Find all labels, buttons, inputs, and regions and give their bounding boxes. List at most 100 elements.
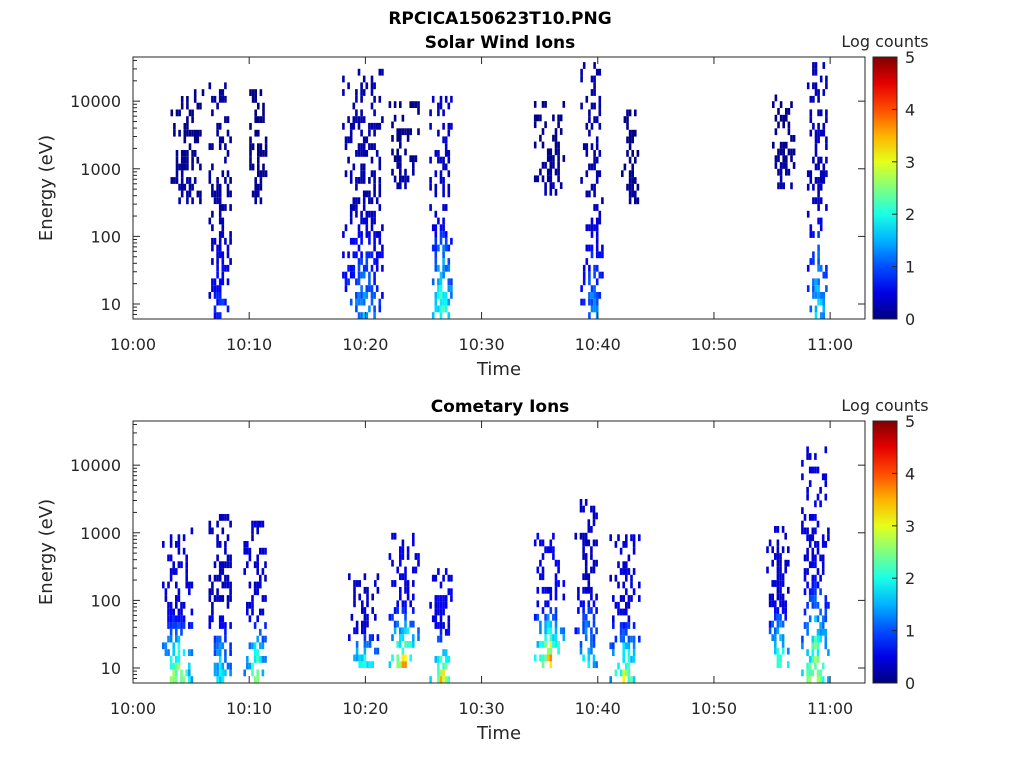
spectrogram-cell [536,532,540,540]
spectrogram-cell [373,278,376,286]
spectrogram-cell [393,627,397,635]
spectrogram-cell [816,493,820,501]
spectrogram-cell [585,150,589,157]
spectrogram-cell [588,264,591,272]
axis-tick-marks [132,421,865,684]
spectrogram-cell [595,512,598,520]
spectrogram-cell [781,573,785,581]
spectrogram-cell [533,175,537,183]
spectrogram-cell [582,546,585,554]
spectrogram-cell [162,541,165,548]
spectrogram-cell [809,109,813,117]
spectrogram-cell [631,183,634,191]
spectrogram-cell [779,168,783,176]
spectrogram-cell [585,224,589,232]
spectrogram-cell [365,150,369,157]
spectrogram-cell [627,568,631,575]
panel-title: Cometary Ions [431,397,570,417]
spectrogram-cell [771,559,774,567]
spectrogram-cell [404,661,407,668]
spectrogram-cell [226,601,230,609]
spectrogram-cell [614,541,618,548]
spectrogram-cell [404,168,407,176]
spectrogram-cell [774,647,777,655]
spectrogram-cell [366,620,369,628]
spectrogram-cell [246,561,249,569]
spectrogram-cell [216,258,219,265]
spectrogram-cell [549,627,553,635]
spectrogram-cell [396,155,399,163]
spectrogram-cell [785,108,788,115]
spectrogram-cell [628,143,632,151]
spectrogram-cell [817,95,820,103]
spectrogram-cell [776,586,780,594]
spectrogram-cell [619,628,623,636]
spectrogram-cell [546,647,550,655]
spectrogram-cell [582,143,586,150]
spectrogram-cell [249,156,252,164]
spectrogram-cell [544,627,547,635]
spectrogram-cell [779,634,782,641]
spectrogram-cell [191,109,194,117]
spectrogram-cell [619,669,623,677]
spectrogram-cell [541,566,545,574]
spectrogram-cell [806,669,809,677]
spectrogram-cell [226,278,230,286]
spectrogram-cell [442,305,445,313]
spectrogram-cell [191,156,194,164]
spectrogram-cell [361,654,364,662]
colorbar-tick-label: 1 [905,622,915,641]
spectrogram-cell [396,661,399,668]
spectrogram-cell [437,292,440,299]
spectrogram-cell [817,264,820,272]
spectrogram-cell [173,123,176,130]
spectrogram-cell [360,217,363,225]
spectrogram-cell [632,622,636,629]
spectrogram-cell [552,182,555,189]
spectrogram-cell [177,561,181,569]
spectrogram-cell [595,627,598,635]
spectrogram-cell [381,244,384,252]
spectrogram-cell [541,175,545,183]
spectrogram-cell [824,595,828,602]
spectrogram-cell [622,622,625,629]
spectrogram-cell [218,298,222,306]
spectrogram-cell [595,539,598,547]
spectrogram-cell [554,627,558,635]
spectrogram-cell [821,622,825,629]
spectrogram-cell [257,116,260,123]
spectrogram-cell [582,62,586,69]
spectrogram-cell [792,162,796,169]
spectrogram-cell [774,526,777,533]
spectrogram-cell [819,224,823,232]
spectrogram-cell [592,566,596,574]
spectrogram-cell [261,669,265,677]
spectrogram-cell [224,622,227,629]
spectrogram-cell [439,305,443,313]
spectrogram-cell [814,82,818,90]
spectrogram-cell [362,217,366,225]
spectrogram-cell [409,155,412,163]
burst [806,62,828,319]
spectrogram-cell [623,163,627,171]
spectrogram-cell [175,628,178,636]
spectrogram-cell [353,580,356,587]
spectrogram-cell [404,620,407,628]
spectrogram-cell [185,574,188,582]
spectrogram-cell [375,251,379,259]
spectrogram-cell [414,553,418,560]
spectrogram-cell [193,89,197,96]
spectrogram-cell [409,128,412,136]
spectrogram-cell [825,143,828,150]
spectrogram-cell [224,581,227,589]
spectrogram-cell [169,601,173,609]
spectrogram-cell [261,547,265,555]
spectrogram-cell [216,649,219,656]
spectrogram-cell [825,285,828,292]
spectrogram-cell [539,559,542,567]
spectrogram-cell [188,669,191,677]
spectrogram-cell [264,150,268,157]
spectrogram-cell [361,620,364,628]
spectrogram-cell [264,143,268,151]
